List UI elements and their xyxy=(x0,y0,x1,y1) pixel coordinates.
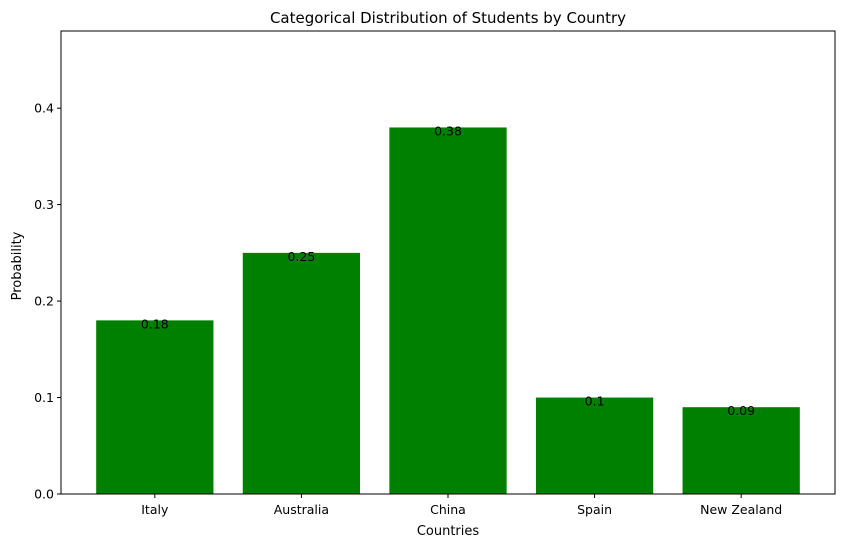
chart-title: Categorical Distribution of Students by … xyxy=(270,9,626,27)
y-tick-label: 0.2 xyxy=(34,294,54,309)
data-label: 0.38 xyxy=(434,123,462,138)
x-tick-label: Italy xyxy=(141,502,169,517)
bar xyxy=(242,252,361,494)
plot-area: 0.18 0.25 0.38 0.1 0.09 0.0 0.1 0.2 0.3 0.4 Italy A… xyxy=(34,30,836,517)
x-axis-label: Countries xyxy=(417,524,480,539)
data-label: 0.09 xyxy=(727,403,755,418)
data-label: 0.25 xyxy=(287,249,315,264)
y-tick-label: 0.1 xyxy=(34,390,54,405)
data-label: 0.18 xyxy=(141,316,169,331)
y-axis-label: Probability xyxy=(10,231,25,300)
data-label: 0.1 xyxy=(585,394,605,409)
bar xyxy=(535,397,654,494)
y-tick-label: 0.4 xyxy=(34,101,54,116)
bar xyxy=(96,320,214,494)
x-tick-label: Spain xyxy=(577,502,612,517)
bar xyxy=(389,127,507,494)
y-tick-label: 0.3 xyxy=(34,197,54,212)
bar xyxy=(682,407,800,494)
y-tick-label: 0.0 xyxy=(34,487,54,502)
x-tick-label: China xyxy=(430,502,466,517)
x-tick-label: Australia xyxy=(274,502,329,517)
x-tick-label: New Zealand xyxy=(700,502,782,517)
